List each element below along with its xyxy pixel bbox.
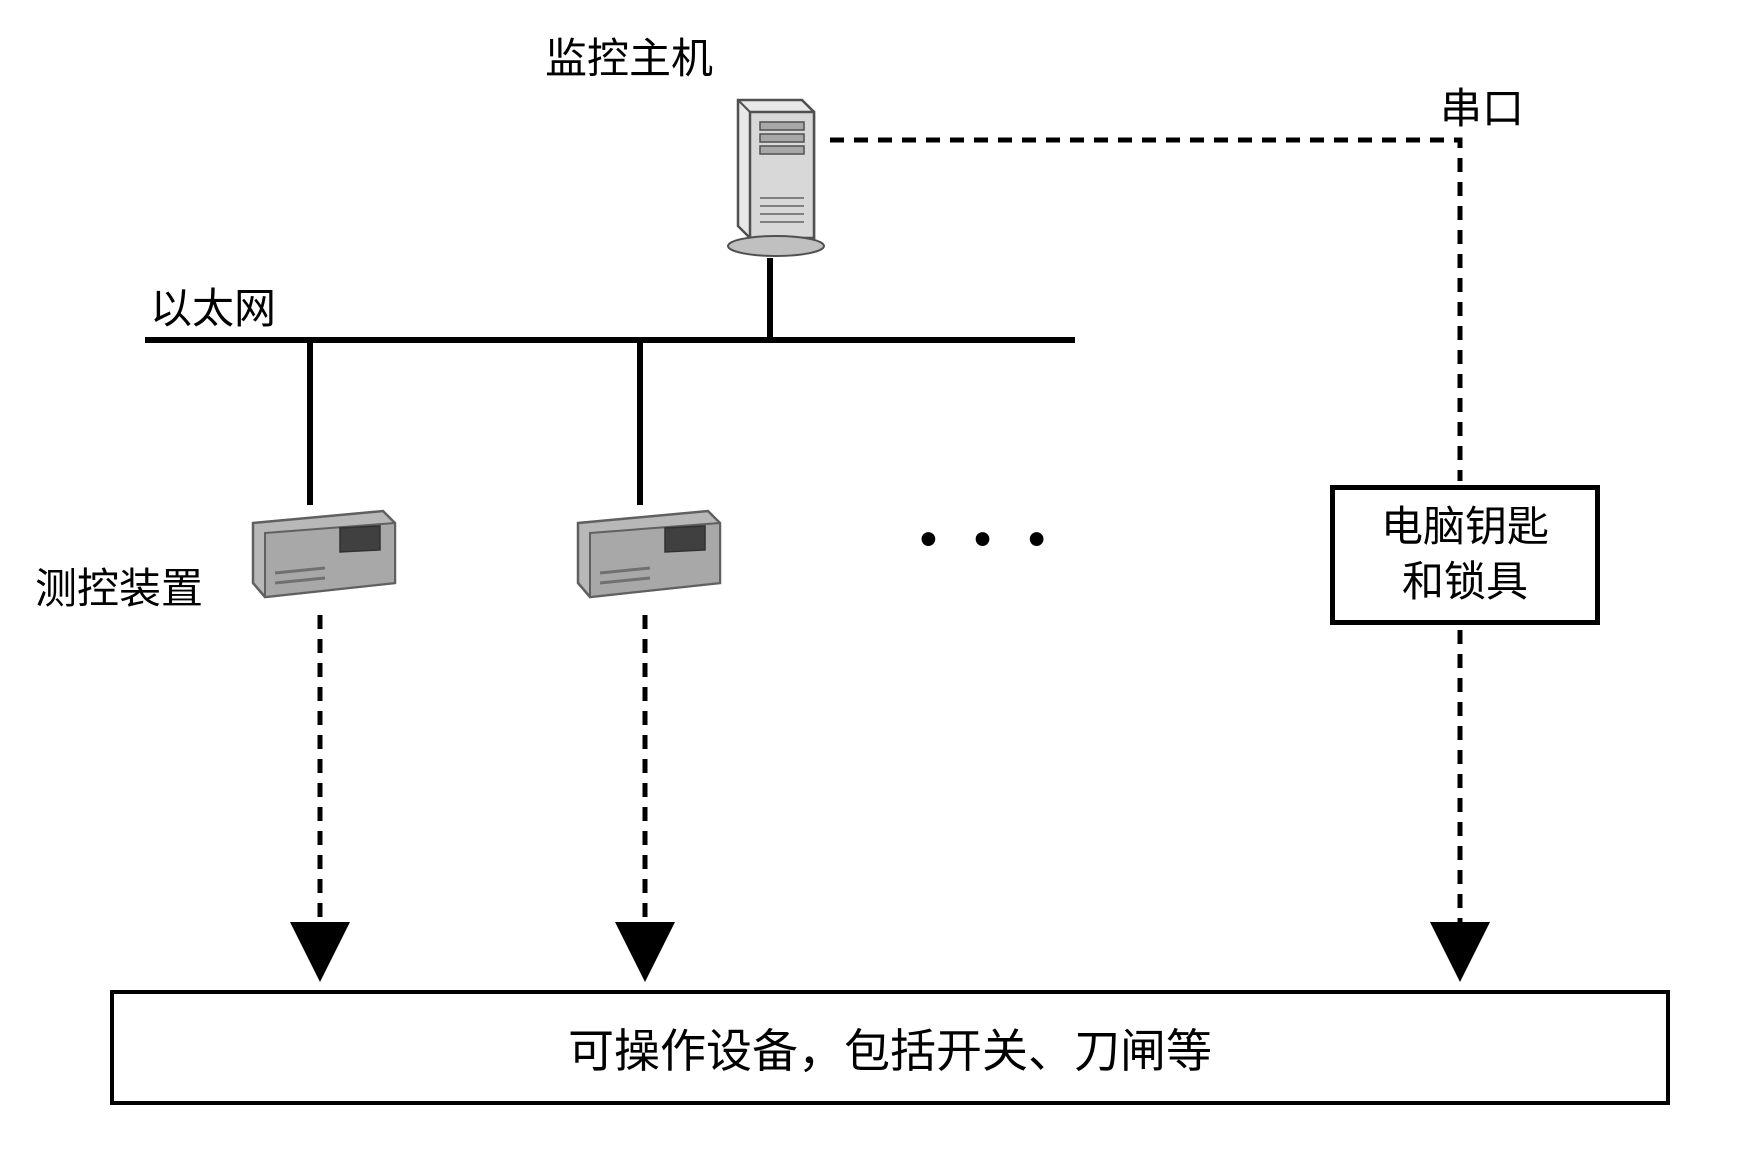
diagram: 监控主机 串口 以太网 测控装置 • • • [0, 0, 1756, 1160]
operable-devices-box: 可操作设备，包括开关、刀闸等 [110, 990, 1670, 1105]
operable-devices-label: 可操作设备，包括开关、刀闸等 [568, 1015, 1212, 1081]
ethernet-label: 以太网 [150, 275, 276, 336]
monitor-host-label: 监控主机 [545, 25, 713, 86]
ellipsis: • • • [920, 512, 1057, 567]
key-lock-box: 电脑钥匙 和锁具 [1330, 485, 1600, 625]
server-icon [710, 88, 830, 260]
key-lock-label: 电脑钥匙 和锁具 [1381, 500, 1549, 609]
device-1-icon [245, 505, 400, 605]
control-device-label: 测控装置 [35, 555, 203, 616]
serial-port-label: 串口 [1440, 75, 1524, 136]
serial-line [830, 140, 1460, 481]
device-2-icon [570, 505, 725, 605]
